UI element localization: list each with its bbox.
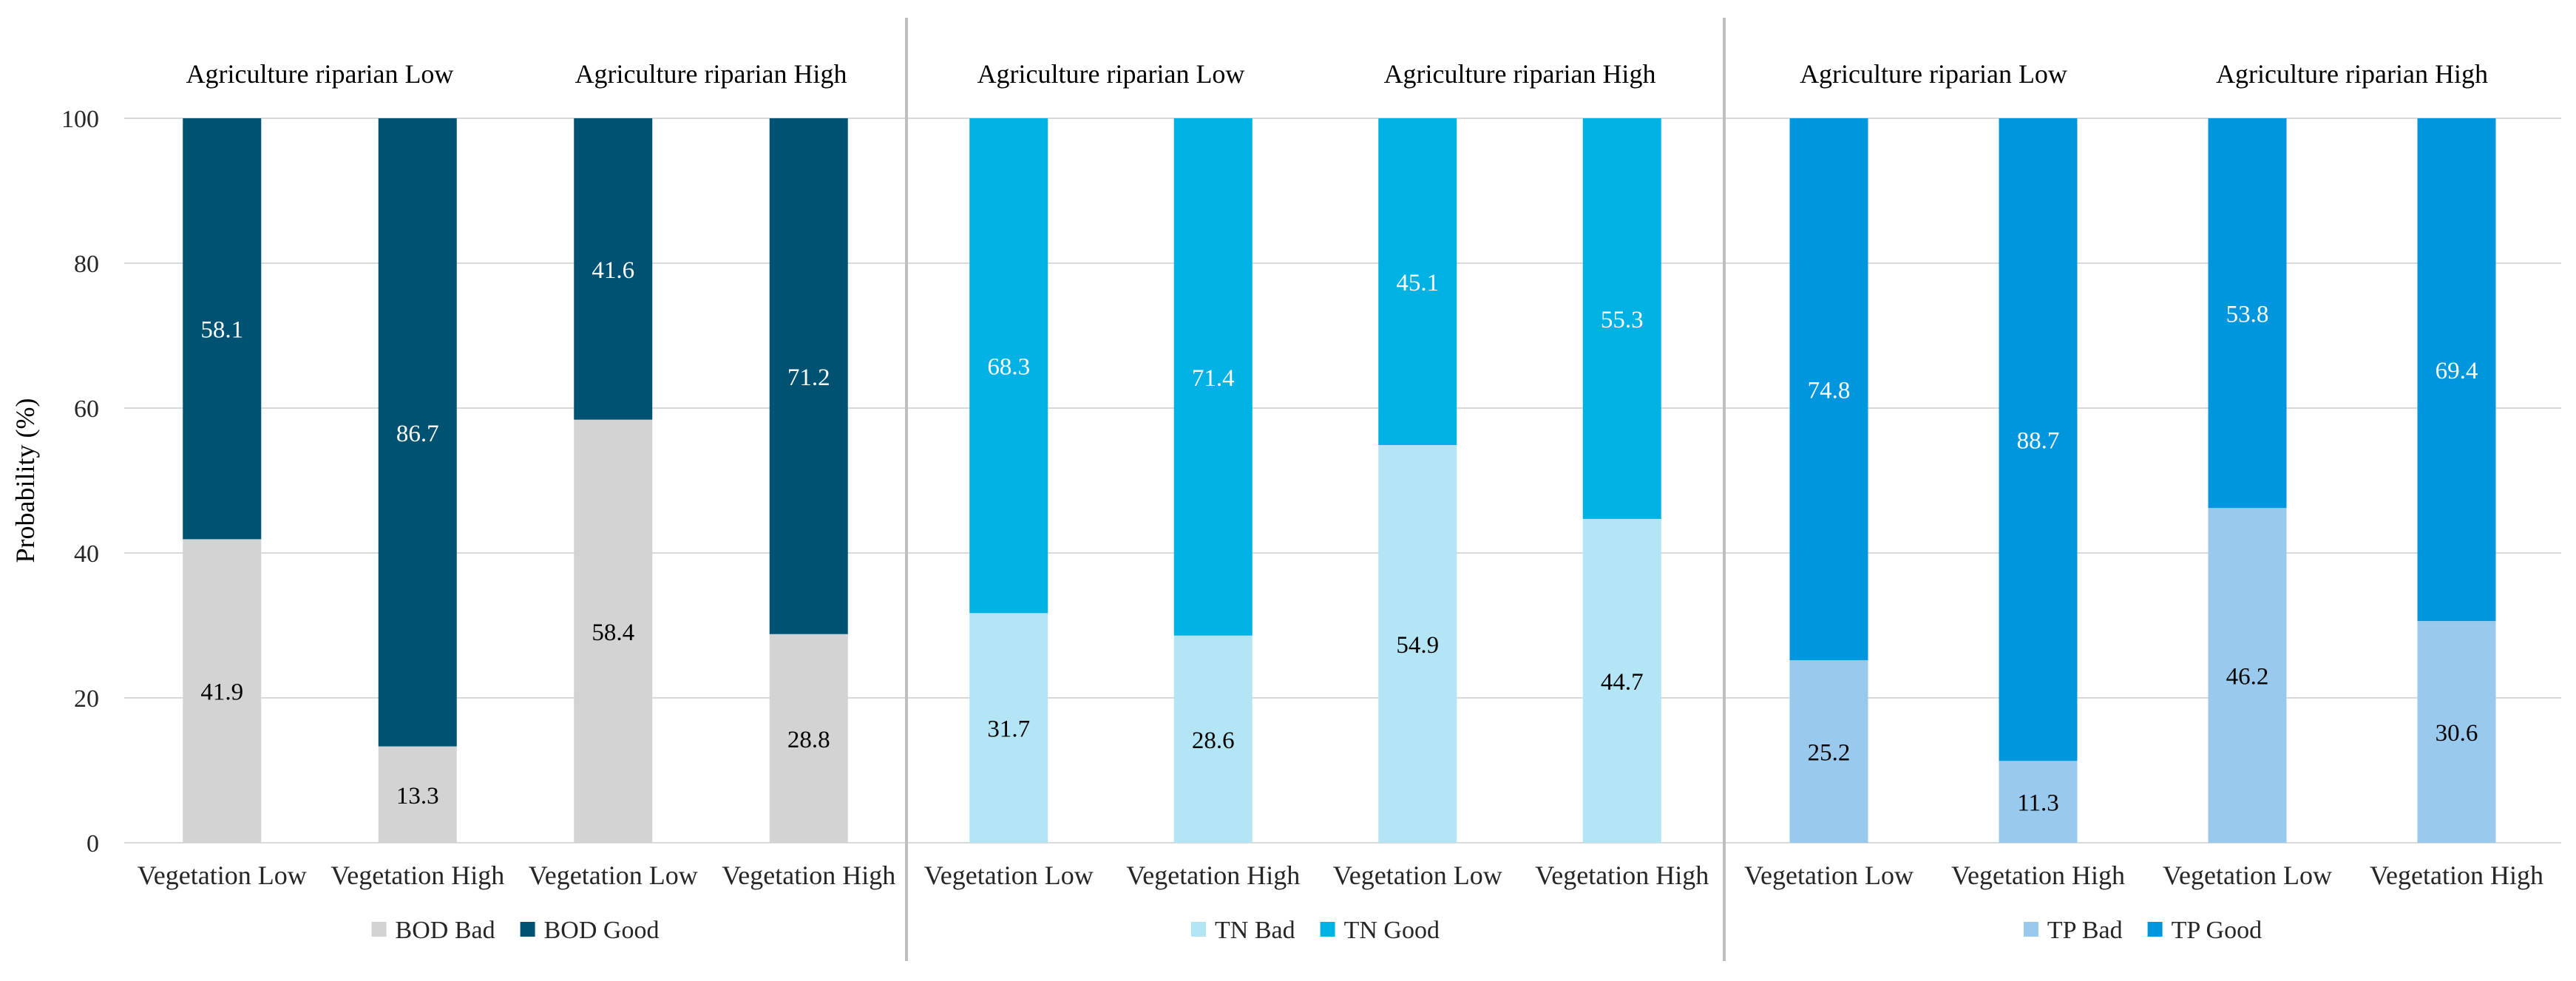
legend-label: TP Good (2172, 917, 2262, 944)
gridlines (124, 118, 2561, 843)
panel-tp: Agriculture riparian Low Agriculture ripa… (1744, 59, 2543, 944)
data-label: 74.8 (1808, 378, 1851, 404)
bar-segment (574, 419, 653, 843)
category-label: Vegetation High (2370, 861, 2543, 890)
bar-segment (1173, 118, 1253, 636)
data-label: 58.1 (200, 317, 243, 344)
data-label: 69.4 (2436, 358, 2478, 384)
group-label: Agriculture riparian Low (977, 59, 1245, 89)
data-label: 13.3 (396, 783, 439, 809)
panel-tn: Agriculture riparian Low Agriculture ripa… (924, 59, 1709, 944)
bar-segment (1999, 118, 2078, 761)
category-label: Vegetation Low (529, 861, 698, 890)
data-label: 88.7 (2017, 428, 2060, 455)
legend-swatch (2023, 922, 2038, 937)
group-label: Agriculture riparian High (2216, 59, 2488, 89)
category-label: Vegetation High (1535, 861, 1709, 890)
y-tick-label: 80 (74, 251, 99, 278)
group-label: Agriculture riparian Low (186, 59, 454, 89)
data-label: 55.3 (1601, 307, 1644, 333)
category-label: Vegetation High (331, 861, 504, 890)
category-label: Vegetation Low (1333, 861, 1502, 890)
legend-label: BOD Good (544, 917, 660, 944)
legend: TN Bad TN Good (1191, 917, 1440, 944)
bar-segment (2208, 508, 2287, 843)
y-axis: 0 20 40 60 80 100 Probability (%) (10, 106, 99, 858)
panel-dividers (905, 18, 1726, 961)
y-axis-label: Probability (%) (10, 398, 40, 563)
bar-segment (1582, 518, 1661, 843)
category-label: Vegetation Low (924, 861, 1094, 890)
y-tick-label: 40 (74, 540, 99, 568)
panels: Agriculture riparian Low Agriculture ripa… (138, 59, 2543, 944)
legend-swatch (371, 922, 387, 937)
bar-segment (2417, 621, 2496, 843)
data-label: 31.7 (987, 716, 1030, 743)
data-label: 28.6 (1192, 727, 1235, 754)
bar-segment (1378, 118, 1457, 445)
category-label: Vegetation High (1951, 861, 2125, 890)
bar-segment (969, 118, 1048, 614)
legend-swatch (1191, 922, 1207, 937)
legend-swatch (2147, 922, 2163, 937)
bar-segment (183, 118, 262, 540)
legend-swatch (520, 922, 535, 937)
group-label: Agriculture riparian High (1384, 59, 1656, 89)
category-label: Vegetation High (722, 861, 895, 890)
bar-segment (769, 118, 848, 634)
category-label: Vegetation High (1126, 861, 1300, 890)
bar-segment (378, 746, 457, 843)
legend: BOD Bad BOD Good (371, 917, 660, 944)
data-label: 86.7 (396, 421, 439, 447)
data-label: 41.9 (200, 679, 243, 706)
y-tick-label: 20 (74, 685, 99, 713)
group-label: Agriculture riparian High (575, 59, 847, 89)
y-tick-label: 60 (74, 396, 99, 423)
data-label: 11.3 (2017, 790, 2059, 817)
bar-segment (1378, 444, 1457, 843)
data-label: 54.9 (1396, 632, 1439, 659)
y-tick-label: 100 (61, 106, 99, 133)
y-tick-label: 0 (87, 830, 99, 858)
bar-segment (1789, 118, 1868, 661)
bar-segment (969, 613, 1048, 843)
bar-segment (1582, 118, 1661, 519)
legend-label: TP Bad (2047, 917, 2123, 944)
category-label: Vegetation Low (2163, 861, 2332, 890)
bar-segment (574, 118, 653, 420)
data-label: 53.8 (2226, 302, 2269, 328)
data-label: 46.2 (2226, 664, 2269, 690)
bar-segment (2417, 118, 2496, 622)
data-label: 71.2 (787, 364, 830, 391)
bar-segment (183, 539, 262, 843)
group-label: Agriculture riparian Low (1800, 59, 2067, 89)
category-label: Vegetation Low (138, 861, 307, 890)
data-label: 58.4 (592, 620, 634, 646)
data-label: 45.1 (1396, 270, 1439, 296)
data-label: 71.4 (1192, 365, 1235, 392)
legend-label: BOD Bad (396, 917, 495, 944)
data-label: 41.6 (592, 257, 634, 284)
legend-swatch (1320, 922, 1335, 937)
panel-bod: Agriculture riparian Low Agriculture ripa… (138, 59, 895, 944)
bar-segment (1173, 635, 1253, 843)
bar-segment (378, 118, 457, 747)
legend: TP Bad TP Good (2023, 917, 2262, 944)
bar-segment (769, 634, 848, 843)
data-label: 28.8 (787, 727, 830, 753)
bar-segment (1999, 761, 2078, 843)
bar-segment (1789, 660, 1868, 843)
data-label: 44.7 (1601, 669, 1644, 696)
category-label: Vegetation Low (1744, 861, 1914, 890)
data-label: 25.2 (1808, 740, 1851, 767)
legend-label: TN Bad (1215, 917, 1295, 944)
data-label: 68.3 (987, 354, 1030, 381)
data-label: 30.6 (2436, 720, 2478, 747)
bar-segment (2208, 118, 2287, 509)
legend-label: TN Good (1344, 917, 1440, 944)
